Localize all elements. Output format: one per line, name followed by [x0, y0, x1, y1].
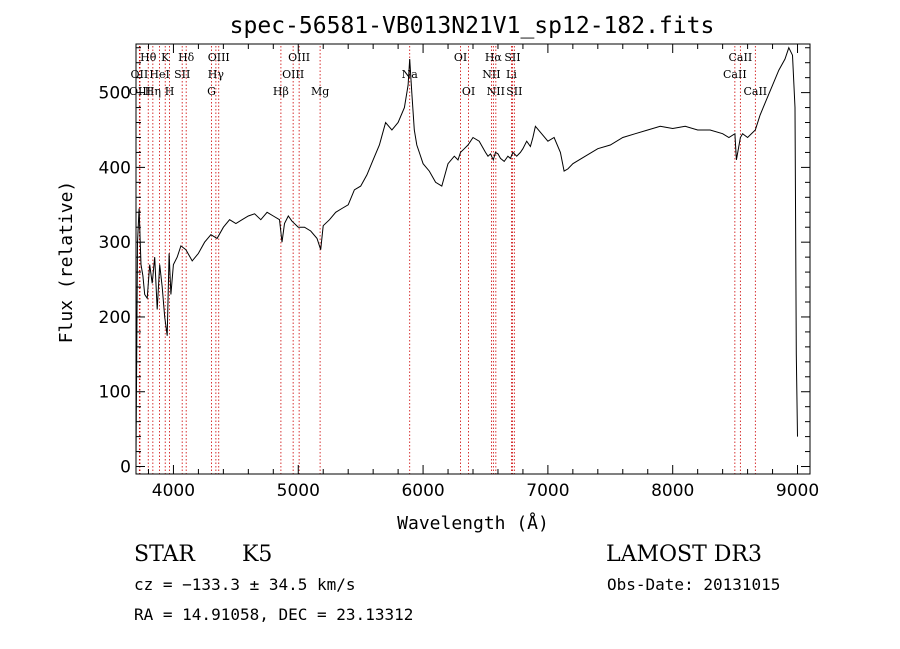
object-class: STAR — [134, 542, 196, 567]
object-subclass: K5 — [242, 542, 272, 567]
emission-line-label: CaII — [723, 68, 747, 81]
axis-ticks: 4000 5000 6000 7000 8000 9000 0 100 200 300 400 500 — [99, 44, 819, 501]
x-tick-label: 5000 — [277, 481, 320, 501]
emission-line-label: Li — [506, 68, 517, 81]
y-tick-label: 100 — [99, 383, 131, 403]
chart-title: spec-56581-VB013N21V1_sp12-182.fits — [230, 13, 715, 39]
emission-line-label: H — [165, 85, 175, 98]
x-tick-label: 4000 — [152, 481, 195, 501]
emission-line-label: OIII — [208, 51, 230, 64]
observation-date: Obs-Date: 20131015 — [607, 575, 780, 594]
y-tick-label: 500 — [99, 84, 131, 104]
redshift-velocity: cz = −133.3 ± 34.5 km/s — [134, 575, 356, 594]
emission-line-label: HeI — [149, 68, 169, 81]
emission-line-label: OII — [131, 68, 149, 81]
y-tick-label: 400 — [99, 158, 131, 178]
y-axis-label: Flux (relative) — [56, 181, 77, 344]
emission-line-label: SII — [506, 85, 522, 98]
emission-line-label: NII — [487, 85, 505, 98]
y-tick-label: 0 — [120, 458, 131, 478]
x-tick-label: 6000 — [401, 481, 444, 501]
emission-line-label: Hγ — [208, 68, 225, 81]
survey-name: LAMOST DR3 — [606, 542, 762, 567]
emission-line-label: OIII — [129, 85, 151, 98]
x-tick-label: 8000 — [651, 481, 694, 501]
emission-line-label: NII — [482, 68, 500, 81]
emission-line-label: CaII — [729, 51, 753, 64]
emission-line-label: Hδ — [178, 51, 195, 64]
emission-line-label: CaII — [743, 85, 767, 98]
emission-line-label: SII — [504, 51, 520, 64]
emission-line-label: K — [161, 51, 170, 64]
x-axis-label: Wavelength (Å) — [397, 512, 549, 534]
emission-line-label: OI — [454, 51, 467, 64]
emission-line-label: Na — [402, 68, 419, 81]
emission-line-label: Hβ — [273, 85, 289, 98]
emission-line-label: Hα — [485, 51, 503, 64]
emission-line-label: SII — [174, 68, 190, 81]
emission-line-markers — [138, 46, 756, 474]
emission-line-label: Hη — [145, 85, 161, 98]
sky-coordinates: RA = 14.91058, DEC = 23.13312 — [134, 605, 413, 624]
y-tick-label: 200 — [99, 308, 131, 328]
x-tick-label: 7000 — [526, 481, 569, 501]
x-tick-label: 9000 — [776, 481, 819, 501]
emission-line-label: G — [207, 85, 216, 98]
emission-line-label: Mg — [311, 85, 329, 98]
emission-line-label: OI — [462, 85, 475, 98]
emission-line-label: OIII — [288, 51, 310, 64]
emission-line-label: OIII — [282, 68, 304, 81]
spectrum-line — [135, 46, 798, 460]
emission-line-label: Hθ — [140, 51, 157, 64]
y-tick-label: 300 — [99, 233, 131, 253]
